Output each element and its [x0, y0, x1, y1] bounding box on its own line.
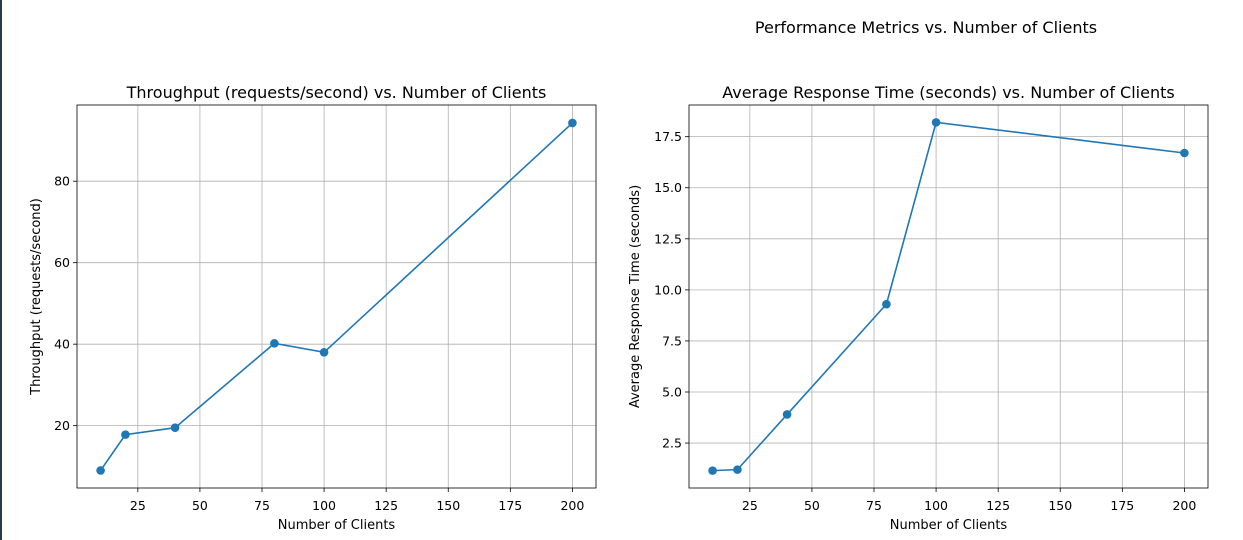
x-tick-label: 125 [374, 498, 398, 513]
window-left-edge [0, 0, 2, 540]
x-axis-label: Number of Clients [890, 518, 1008, 533]
y-tick-label: 20 [54, 418, 70, 433]
y-tick-label: 5.0 [662, 384, 682, 399]
series-line [712, 121, 1185, 472]
x-tick-label: 25 [130, 498, 146, 513]
chart-panel-2: 25 50 75 100 125 150 175 200 2.5 5.0 7.5 10.0 12.5 15… [628, 83, 1209, 533]
x-tick-label: 175 [498, 498, 522, 513]
series-line [99, 122, 573, 471]
data-point [708, 466, 717, 475]
data-point [882, 299, 891, 309]
x-tick-label: 150 [436, 498, 460, 513]
y-tick-label: 80 [54, 174, 70, 189]
x-tick-label: 125 [986, 498, 1010, 513]
y-tick-label: 40 [54, 337, 70, 352]
chart-title: Throughput (requests/second) vs. Number … [126, 83, 547, 102]
axes-frame [688, 104, 1209, 489]
x-tick-label: 100 [312, 498, 336, 513]
data-point [96, 466, 105, 475]
y-axis-label: Throughput (requests/second) [29, 198, 44, 396]
data-point [1180, 148, 1189, 158]
y-tick-label: 7.5 [662, 333, 682, 348]
y-tick-label: 2.5 [662, 436, 682, 451]
x-tick-label: 100 [924, 498, 948, 513]
data-point [319, 348, 329, 357]
y-tick-label: 12.5 [654, 231, 682, 246]
chart-panel-1: 25 50 75 100 125 150 175 200 20 40 60 80 Throughput … [29, 83, 597, 533]
x-tick-label: 50 [192, 498, 208, 513]
x-tick-label: 75 [866, 498, 882, 513]
axes-frame [76, 104, 597, 489]
x-tick-label: 200 [560, 498, 584, 513]
x-tick-label: 150 [1048, 498, 1072, 513]
x-tick-label: 75 [254, 498, 270, 513]
x-tick-label: 50 [804, 498, 820, 513]
x-tick-label: 175 [1110, 498, 1134, 513]
data-point [170, 423, 180, 432]
y-axis-label: Average Response Time (seconds) [628, 185, 643, 408]
y-tick-label: 15.0 [654, 180, 682, 195]
y-tick-label: 17.5 [654, 129, 682, 144]
figure-suptitle: Performance Metrics vs. Number of Client… [755, 18, 1097, 37]
x-axis-label: Number of Clients [278, 518, 396, 533]
data-point [270, 339, 279, 348]
chart-title: Average Response Time (seconds) vs. Numb… [722, 83, 1174, 102]
data-point [121, 430, 130, 439]
y-tick-label: 60 [54, 255, 70, 270]
data-point [568, 118, 577, 128]
data-point [782, 410, 792, 419]
x-tick-label: 25 [742, 498, 758, 513]
data-point [733, 465, 742, 474]
y-tick-label: 10.0 [654, 282, 682, 297]
data-point [931, 118, 941, 127]
x-tick-label: 200 [1172, 498, 1196, 513]
